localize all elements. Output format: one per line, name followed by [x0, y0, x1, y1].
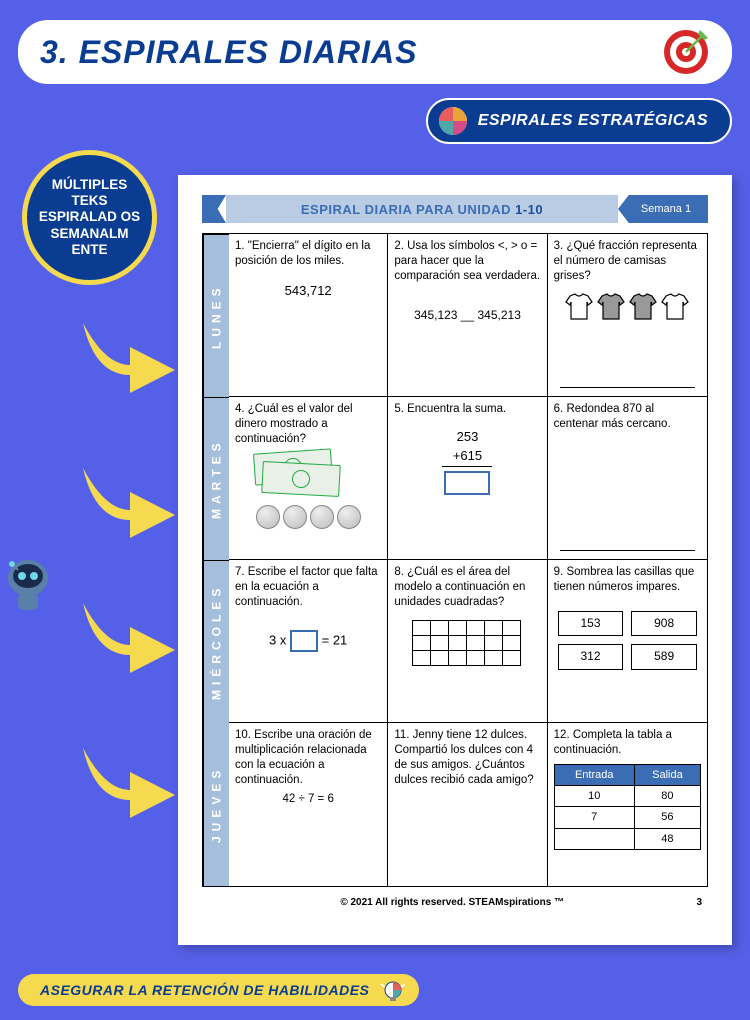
day-label-miercoles: MIÉRCOLES — [203, 560, 229, 723]
bottom-banner: ASEGURAR LA RETENCIÓN DE HABILIDADES — [18, 974, 419, 1006]
header-title: 3. ESPIRALES DIARIAS — [40, 34, 417, 71]
day-label-martes: MARTES — [203, 397, 229, 560]
arrow-icon — [75, 315, 185, 395]
shirt-icon — [628, 292, 658, 322]
io-table: EntradaSalida1080756 48 — [554, 764, 701, 850]
problem-cell-8: 8. ¿Cuál es el área del modelo a continu… — [388, 560, 547, 723]
badge-text: MÚLTIPLES TEKS ESPIRALAD OS SEMANALM ENT… — [37, 177, 142, 258]
worksheet-footer: © 2021 All rights reserved. STEAMspirati… — [202, 897, 708, 908]
number-box: 589 — [631, 644, 697, 670]
problem-cell-7: 7. Escribe el factor que falta en la ecu… — [229, 560, 388, 723]
shirt-icon — [660, 292, 690, 322]
answer-line — [560, 550, 695, 551]
lightbulb-icon — [379, 978, 407, 1006]
problem-cell-6: 6. Redondea 870 al centenar más cercano. — [548, 397, 707, 560]
problem-cell-9: 9. Sombrea las casillas que tienen númer… — [548, 560, 707, 723]
problem-cell-10: 10. Escribe una oración de multiplicació… — [229, 723, 388, 886]
arrow-icon — [75, 460, 185, 540]
problem-cell-4: 4. ¿Cuál es el valor del dinero mostrado… — [229, 397, 388, 560]
number-box: 908 — [631, 611, 697, 637]
worksheet-header: ESPIRAL DIARIA PARA UNIDAD 1-10 Semana 1 — [202, 195, 708, 223]
chevron-left-icon — [202, 195, 226, 223]
problem-cell-3: 3. ¿Qué fracción representa el número de… — [548, 234, 707, 397]
worksheet-title: ESPIRAL DIARIA PARA UNIDAD 1-10 — [226, 195, 618, 223]
problem-cell-1: 1. "Encierra" el dígito en la posición d… — [229, 234, 388, 397]
sub-banner: ESPIRALES ESTRATÉGICAS — [426, 98, 732, 144]
day-label-lunes: LUNES — [203, 234, 229, 397]
number-box: 153 — [558, 611, 624, 637]
answer-line — [560, 387, 695, 388]
header-banner: 3. ESPIRALES DIARIAS — [18, 20, 732, 84]
worksheet-page: ESPIRAL DIARIA PARA UNIDAD 1-10 Semana 1… — [178, 175, 732, 945]
area-model — [412, 620, 522, 666]
arrow-icon — [75, 740, 185, 820]
robot-icon — [0, 550, 55, 620]
problem-cell-12: 12. Completa la tabla a continuación. En… — [548, 723, 707, 886]
circle-badge: MÚLTIPLES TEKS ESPIRALAD OS SEMANALM ENT… — [22, 150, 157, 285]
week-label: Semana 1 — [618, 195, 708, 223]
target-icon — [662, 28, 710, 76]
answer-box — [444, 471, 490, 495]
coins-icon — [235, 505, 381, 529]
shirt-icon — [564, 292, 594, 322]
pie-segments-icon — [438, 106, 468, 136]
sub-banner-text: ESPIRALES ESTRATÉGICAS — [478, 112, 708, 130]
problem-cell-2: 2. Usa los símbolos <, > o = para hacer … — [388, 234, 547, 397]
bottom-text: ASEGURAR LA RETENCIÓN DE HABILIDADES — [40, 982, 369, 998]
day-label-jueves: JUEVES — [203, 723, 229, 886]
worksheet-grid: LUNES 1. "Encierra" el dígito en la posi… — [202, 233, 708, 887]
number-box: 312 — [558, 644, 624, 670]
answer-box — [290, 630, 318, 652]
money-icon — [248, 451, 368, 503]
problem-cell-5: 5. Encuentra la suma. 253 +615 — [388, 397, 547, 560]
problem-cell-11: 11. Jenny tiene 12 dulces. Compartió los… — [388, 723, 547, 886]
arrow-icon — [75, 595, 185, 675]
shirt-icon — [596, 292, 626, 322]
